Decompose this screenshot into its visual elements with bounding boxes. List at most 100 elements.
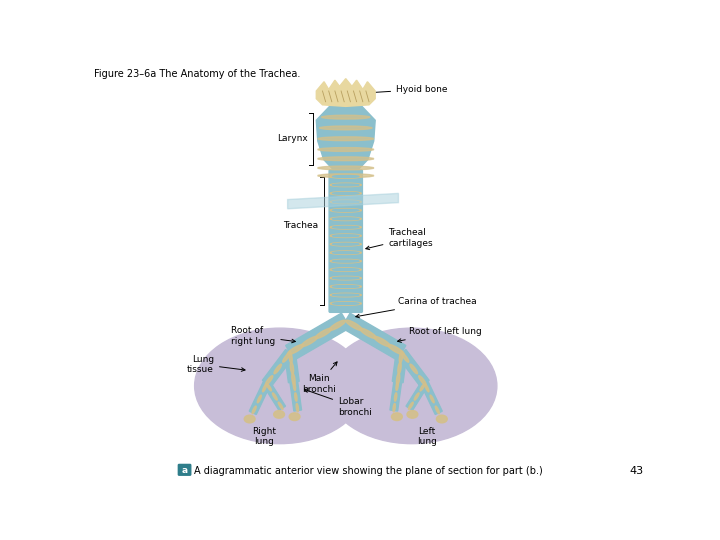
Polygon shape	[316, 79, 375, 106]
Ellipse shape	[333, 286, 359, 287]
Ellipse shape	[330, 234, 361, 238]
Ellipse shape	[333, 252, 359, 254]
Ellipse shape	[293, 382, 296, 390]
Polygon shape	[264, 382, 286, 410]
Polygon shape	[392, 352, 407, 383]
Ellipse shape	[333, 277, 359, 279]
Polygon shape	[286, 313, 350, 360]
Ellipse shape	[330, 268, 361, 272]
Ellipse shape	[318, 147, 374, 151]
Ellipse shape	[266, 383, 271, 391]
Ellipse shape	[263, 384, 266, 392]
Text: a: a	[181, 466, 188, 475]
Text: Root of left lung: Root of left lung	[397, 327, 482, 342]
Ellipse shape	[396, 382, 398, 390]
Text: Root of
right lung: Root of right lung	[231, 326, 295, 346]
Ellipse shape	[287, 345, 304, 355]
Text: Lung
tissue: Lung tissue	[187, 355, 245, 374]
Ellipse shape	[436, 406, 439, 414]
Text: Hyoid bone: Hyoid bone	[362, 85, 448, 94]
Ellipse shape	[330, 285, 361, 288]
Text: Lobar
bronchi: Lobar bronchi	[305, 389, 372, 417]
Ellipse shape	[333, 192, 359, 194]
Ellipse shape	[257, 395, 261, 403]
Ellipse shape	[401, 353, 409, 362]
Ellipse shape	[330, 276, 361, 280]
Ellipse shape	[194, 328, 365, 444]
Ellipse shape	[272, 393, 277, 400]
Ellipse shape	[360, 328, 377, 339]
Ellipse shape	[265, 376, 273, 386]
Ellipse shape	[398, 362, 401, 374]
Ellipse shape	[290, 362, 294, 374]
Ellipse shape	[333, 226, 359, 228]
Ellipse shape	[395, 393, 397, 401]
Ellipse shape	[289, 352, 292, 363]
Ellipse shape	[346, 320, 362, 330]
Ellipse shape	[410, 364, 418, 374]
Ellipse shape	[333, 184, 359, 186]
Ellipse shape	[414, 393, 419, 400]
Ellipse shape	[244, 415, 255, 423]
Ellipse shape	[315, 328, 332, 339]
Ellipse shape	[326, 328, 497, 444]
Text: Right
lung: Right lung	[253, 427, 276, 446]
Text: 43: 43	[629, 465, 644, 476]
Ellipse shape	[289, 413, 300, 421]
Ellipse shape	[333, 294, 359, 296]
Ellipse shape	[419, 376, 426, 386]
Ellipse shape	[252, 406, 256, 414]
Ellipse shape	[330, 226, 361, 229]
Ellipse shape	[330, 208, 361, 212]
Ellipse shape	[400, 352, 402, 363]
Ellipse shape	[274, 410, 284, 418]
Polygon shape	[390, 382, 402, 411]
Ellipse shape	[283, 353, 290, 362]
Ellipse shape	[333, 218, 359, 220]
Ellipse shape	[397, 373, 400, 385]
Ellipse shape	[388, 345, 404, 355]
Ellipse shape	[407, 410, 418, 418]
Ellipse shape	[333, 201, 359, 203]
Ellipse shape	[333, 302, 359, 305]
Ellipse shape	[330, 259, 361, 263]
Ellipse shape	[330, 200, 361, 204]
Ellipse shape	[318, 166, 374, 170]
Ellipse shape	[274, 364, 282, 374]
Text: Larynx: Larynx	[277, 134, 307, 143]
Ellipse shape	[296, 403, 299, 412]
Ellipse shape	[330, 192, 361, 195]
Polygon shape	[290, 382, 302, 411]
Ellipse shape	[333, 210, 359, 211]
Ellipse shape	[408, 402, 413, 409]
Polygon shape	[249, 382, 270, 415]
Ellipse shape	[320, 126, 372, 130]
Text: Trachea: Trachea	[284, 221, 319, 230]
Ellipse shape	[333, 269, 359, 271]
Ellipse shape	[430, 395, 434, 403]
FancyBboxPatch shape	[329, 170, 362, 312]
Polygon shape	[316, 106, 375, 174]
Polygon shape	[397, 349, 429, 387]
Ellipse shape	[374, 336, 390, 347]
Polygon shape	[262, 349, 294, 387]
Polygon shape	[341, 313, 406, 360]
Polygon shape	[421, 382, 442, 415]
Ellipse shape	[392, 413, 402, 421]
Ellipse shape	[333, 235, 359, 237]
Ellipse shape	[292, 373, 295, 385]
Ellipse shape	[436, 415, 447, 423]
Ellipse shape	[425, 384, 429, 392]
Ellipse shape	[301, 336, 318, 347]
Ellipse shape	[294, 393, 297, 401]
Ellipse shape	[318, 137, 374, 140]
Polygon shape	[406, 382, 428, 410]
FancyBboxPatch shape	[179, 464, 191, 475]
Ellipse shape	[330, 293, 361, 297]
Ellipse shape	[318, 174, 374, 178]
Ellipse shape	[278, 402, 283, 409]
Text: A diagrammatic anterior view showing the plane of section for part (b.): A diagrammatic anterior view showing the…	[194, 465, 543, 476]
Ellipse shape	[330, 175, 361, 178]
Text: Carina of trachea: Carina of trachea	[356, 298, 477, 318]
Text: Main
bronchi: Main bronchi	[302, 362, 337, 394]
